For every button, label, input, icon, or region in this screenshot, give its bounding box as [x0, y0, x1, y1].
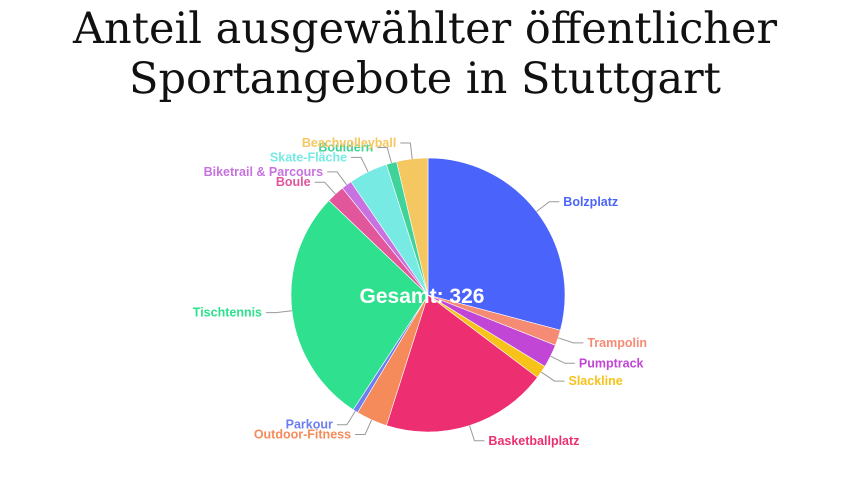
leader-line-skate-fläche	[351, 156, 369, 173]
leader-line-slackline	[540, 371, 565, 382]
chart-title-line-1: Anteil ausgewählter öffentlicher	[73, 4, 777, 54]
slice-label-tischtennis: Tischtennis	[193, 306, 262, 320]
leader-line-outdoor-fitness	[355, 419, 373, 435]
pie-slice-basketballplatz	[386, 294, 538, 433]
slice-label-biketrail-parcours: Biketrail & Parcours	[204, 165, 324, 179]
pie-slice-tischtennis	[290, 200, 429, 411]
slice-label-skate-fläche: Skate-Fläche	[270, 150, 347, 164]
slice-label-pumptrack: Pumptrack	[579, 356, 644, 370]
slice-label-slackline: Slackline	[568, 374, 622, 388]
slice-label-outdoor-fitness: Outdoor-Fitness	[254, 427, 351, 441]
leader-line-boule	[314, 181, 336, 195]
leader-line-pumptrack	[550, 355, 575, 364]
slice-label-trampolin: Trampolin	[587, 336, 647, 350]
chart-title-line-2: Sportangebote in Stuttgart	[129, 54, 721, 104]
chart-title: Anteil ausgewählter öffentlicher Sportan…	[0, 4, 850, 104]
leader-line-tischtennis	[266, 310, 292, 314]
slice-label-beachvolleyball: Beachvolleyball	[302, 136, 397, 150]
slice-label-parkour: Parkour	[286, 418, 333, 432]
slice-label-bolzplatz: Bolzplatz	[563, 195, 618, 209]
leader-line-basketballplatz	[469, 425, 485, 442]
leader-line-biketrail-parcours	[327, 171, 348, 186]
leader-line-bolzplatz	[536, 201, 560, 212]
slice-label-boule: Boule	[276, 175, 311, 189]
center-total-label: Gesamt: 326	[360, 285, 485, 308]
leader-line-trampolin	[557, 337, 584, 344]
pie-slice-beachvolleyball	[396, 157, 429, 296]
leader-line-parkour	[336, 410, 356, 426]
leader-line-beachvolleyball	[400, 142, 413, 159]
slice-label-basketballplatz: Basketballplatz	[488, 434, 579, 448]
leader-line-bouldern	[377, 147, 392, 164]
slice-label-bouldern: Bouldern	[318, 141, 373, 155]
